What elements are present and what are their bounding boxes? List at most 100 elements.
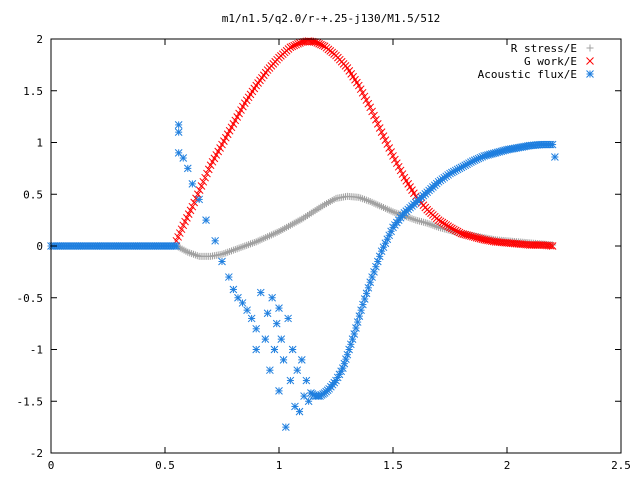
legend-label: Acoustic flux/E: [478, 68, 577, 81]
data-point: [525, 241, 534, 249]
data-point: [352, 324, 360, 332]
y-tick-label: 0: [36, 240, 43, 253]
legend-label: G work/E: [524, 55, 577, 68]
data-point: [188, 180, 197, 188]
data-point: [546, 241, 555, 250]
y-tick-label: 1: [36, 137, 43, 150]
data-point: [350, 330, 359, 338]
data-point: [362, 96, 371, 104]
data-point: [449, 225, 458, 234]
data-point: [366, 103, 375, 112]
data-point: [263, 309, 272, 318]
data-point: [345, 345, 353, 354]
legend-marker: [586, 57, 594, 65]
data-point: [451, 226, 460, 235]
data-point: [527, 241, 536, 249]
y-tick-label: 1.5: [23, 85, 43, 98]
data-point: [356, 85, 365, 94]
data-point: [533, 241, 542, 249]
data-point: [188, 202, 197, 211]
x-tick-label: 1: [276, 459, 283, 472]
chart-title: m1/n1.5/q2.0/r-+.25-j130/M1.5/512: [222, 12, 441, 25]
data-point: [318, 41, 327, 50]
data-point: [372, 262, 380, 271]
data-point: [377, 128, 386, 137]
data-point: [391, 155, 399, 164]
data-point: [193, 190, 202, 199]
data-point: [348, 335, 357, 344]
data-point: [204, 165, 213, 174]
data-point: [375, 124, 384, 132]
data-point: [293, 366, 302, 375]
data-point: [224, 273, 233, 281]
data-point: [373, 257, 382, 266]
data-point: [172, 242, 181, 250]
data-point: [387, 148, 395, 156]
data-point: [354, 81, 363, 90]
data-point: [358, 88, 367, 97]
data-point: [343, 350, 352, 359]
x-tick-label: 0: [48, 459, 55, 472]
data-point: [197, 182, 206, 190]
y-tick-label: 2: [36, 33, 43, 46]
data-point: [375, 252, 384, 261]
data-point: [199, 177, 208, 186]
data-point: [177, 225, 186, 234]
data-point: [238, 299, 247, 307]
data-point: [275, 304, 283, 312]
data-point: [247, 314, 256, 323]
y-tick-label: -2: [30, 447, 43, 460]
data-point: [392, 159, 401, 168]
data-point: [286, 43, 295, 52]
data-point: [266, 366, 274, 375]
plot-area: [47, 37, 559, 431]
data-point: [364, 283, 373, 292]
data-point: [304, 397, 313, 406]
data-point: [252, 324, 261, 333]
data-point: [179, 221, 188, 230]
axes: 0 0.5 1 1.5 2 2.5 -2 -1.5 -1 -0.5 0 0.5 1 1.5 2: [17, 33, 631, 472]
data-point: [448, 224, 456, 233]
data-point: [529, 241, 538, 249]
data-point: [446, 223, 454, 232]
data-point: [268, 293, 277, 302]
data-point: [186, 206, 195, 215]
data-point: [174, 233, 182, 241]
data-point: [243, 306, 251, 315]
data-point: [297, 355, 306, 364]
data-point: [302, 376, 311, 385]
data-point: [357, 306, 365, 315]
legend-marker: [586, 70, 594, 78]
legend-label: R stress/E: [511, 42, 577, 55]
data-point: [379, 132, 388, 140]
data-point: [174, 128, 183, 137]
data-point: [174, 121, 183, 129]
data-point: [342, 355, 350, 364]
data-point: [370, 111, 378, 120]
data-point: [286, 376, 295, 385]
data-point: [355, 312, 364, 320]
data-point: [218, 257, 226, 266]
data-point: [184, 210, 193, 218]
data-point: [368, 107, 376, 116]
data-point: [179, 154, 188, 162]
data-point: [288, 42, 297, 51]
data-point: [277, 335, 286, 344]
data-point: [381, 136, 390, 144]
data-point: [368, 273, 376, 281]
data-point: [362, 289, 371, 298]
data-point: [360, 92, 369, 101]
data-point: [279, 355, 288, 364]
data-point: [229, 285, 238, 294]
data-point: [270, 345, 279, 354]
x-tick-label: 0.5: [155, 459, 175, 472]
data-point: [551, 153, 559, 161]
data-point: [359, 300, 367, 309]
data-point: [272, 319, 281, 328]
data-point: [201, 173, 209, 182]
data-point: [337, 367, 345, 376]
data-point: [252, 345, 261, 354]
data-point: [353, 318, 362, 326]
data-point: [385, 144, 394, 152]
